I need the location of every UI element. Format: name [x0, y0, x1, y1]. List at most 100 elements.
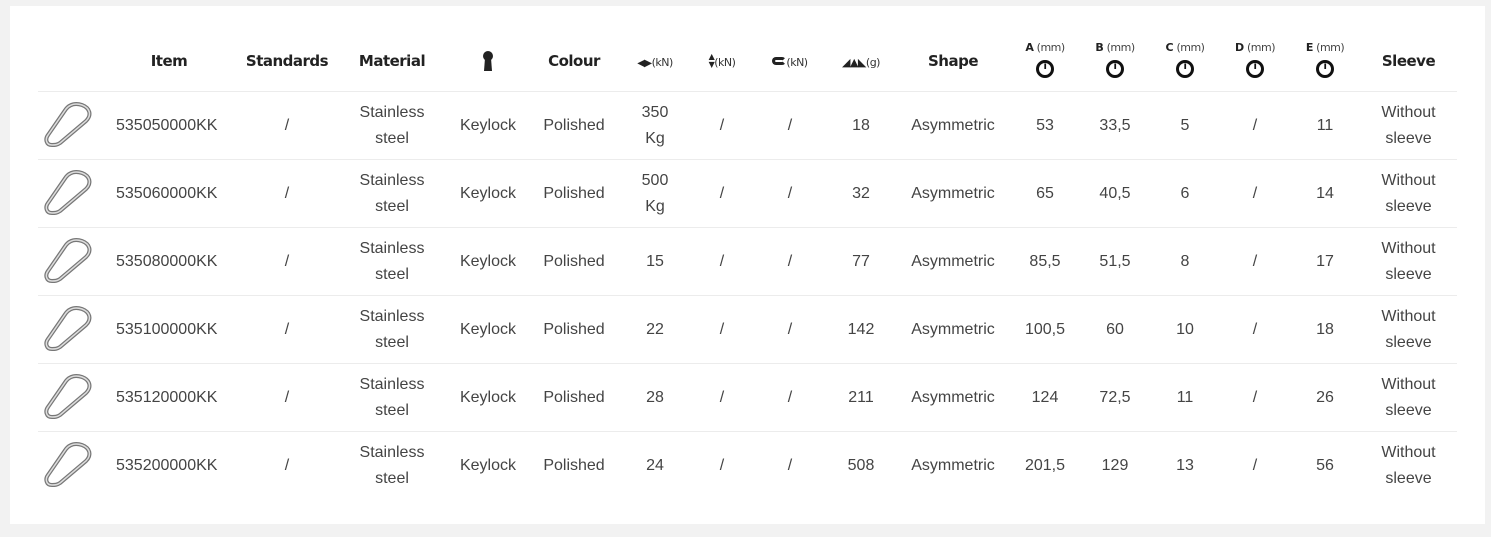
product-image[interactable]	[38, 159, 100, 228]
a-cell: 85,5	[1010, 227, 1080, 296]
e-cell: 26	[1290, 363, 1360, 432]
keyhole-icon	[483, 50, 493, 71]
header-standards: Standards	[245, 51, 329, 70]
material-cell: Stainless steel	[336, 227, 448, 296]
minor-axis-cell: /	[690, 159, 754, 228]
standards-cell: /	[238, 227, 336, 296]
gate-open-cell: /	[754, 227, 826, 296]
product-image[interactable]	[38, 431, 100, 499]
gate-open-cell: /	[754, 295, 826, 364]
header-colour: Colour	[548, 51, 600, 70]
header-shape: Shape	[927, 51, 979, 70]
shape-cell: Asymmetric	[896, 363, 1010, 432]
header-material: Material	[358, 51, 426, 70]
gate-open-cell: /	[754, 431, 826, 499]
header-row: Item Standards Material Colour ◀▶(kN) ▲ ▼…	[38, 30, 1457, 92]
material-cell: Stainless steel	[336, 431, 448, 499]
carabiner-icon	[44, 237, 92, 283]
shape-cell: Asymmetric	[896, 91, 1010, 160]
item-code[interactable]: 535080000KK	[100, 227, 238, 296]
lock-cell: Keylock	[448, 295, 528, 364]
item-code[interactable]: 535200000KK	[100, 431, 238, 499]
table-row[interactable]: 535080000KK / Stainless steel Keylock Po…	[38, 227, 1457, 296]
a-cell: 53	[1010, 91, 1080, 160]
b-cell: 51,5	[1080, 227, 1150, 296]
product-image[interactable]	[38, 295, 100, 364]
c-cell: 13	[1150, 431, 1220, 499]
sleeve-cell: Without sleeve	[1360, 431, 1457, 499]
colour-cell: Polished	[528, 431, 620, 499]
item-code[interactable]: 535120000KK	[100, 363, 238, 432]
header-c: C (mm)	[1150, 30, 1220, 92]
product-image[interactable]	[38, 227, 100, 296]
header-major-axis: ◀▶(kN)	[637, 55, 673, 69]
item-code[interactable]: 535050000KK	[100, 91, 238, 160]
d-cell: /	[1220, 363, 1290, 432]
d-cell: /	[1220, 431, 1290, 499]
product-table: Item Standards Material Colour ◀▶(kN) ▲ ▼…	[38, 30, 1457, 499]
minor-axis-cell: /	[690, 227, 754, 296]
a-cell: 201,5	[1010, 431, 1080, 499]
d-cell: /	[1220, 159, 1290, 228]
table-row[interactable]: 535120000KK / Stainless steel Keylock Po…	[38, 363, 1457, 432]
c-cell: 10	[1150, 295, 1220, 364]
info-icon[interactable]	[1316, 59, 1334, 78]
lock-cell: Keylock	[448, 159, 528, 228]
item-code[interactable]: 535060000KK	[100, 159, 238, 228]
a-cell: 65	[1010, 159, 1080, 228]
table-row[interactable]: 535050000KK / Stainless steel Keylock Po…	[38, 91, 1457, 160]
standards-cell: /	[238, 159, 336, 228]
major-axis-arrows-icon: ◀▶	[637, 57, 652, 69]
table-row[interactable]: 535060000KK / Stainless steel Keylock Po…	[38, 159, 1457, 228]
table-row[interactable]: 535100000KK / Stainless steel Keylock Po…	[38, 295, 1457, 364]
c-cell: 8	[1150, 227, 1220, 296]
info-icon[interactable]	[1246, 59, 1264, 78]
shape-cell: Asymmetric	[896, 159, 1010, 228]
major-axis-cell: 15	[620, 227, 690, 296]
header-gate-open: (kN)	[754, 30, 826, 92]
product-image[interactable]	[38, 363, 100, 432]
c-cell: 5	[1150, 91, 1220, 160]
c-cell: 11	[1150, 363, 1220, 432]
colour-cell: Polished	[528, 91, 620, 160]
sleeve-cell: Without sleeve	[1360, 227, 1457, 296]
product-table-card: Item Standards Material Colour ◀▶(kN) ▲ ▼…	[10, 6, 1485, 524]
a-cell: 124	[1010, 363, 1080, 432]
info-icon[interactable]	[1106, 59, 1124, 78]
d-cell: /	[1220, 295, 1290, 364]
major-axis-cell: 22	[620, 295, 690, 364]
info-icon[interactable]	[1036, 59, 1054, 78]
standards-cell: /	[238, 431, 336, 499]
major-axis-cell: 24	[620, 431, 690, 499]
item-code[interactable]: 535100000KK	[100, 295, 238, 364]
b-cell: 129	[1080, 431, 1150, 499]
info-icon[interactable]	[1176, 59, 1194, 78]
table-row[interactable]: 535200000KK / Stainless steel Keylock Po…	[38, 431, 1457, 499]
standards-cell: /	[238, 91, 336, 160]
sleeve-cell: Without sleeve	[1360, 159, 1457, 228]
weight-cell: 18	[826, 91, 896, 160]
header-lock	[448, 30, 528, 92]
colour-cell: Polished	[528, 227, 620, 296]
colour-cell: Polished	[528, 295, 620, 364]
minor-axis-cell: /	[690, 431, 754, 499]
major-axis-cell: 500 Kg	[620, 159, 690, 228]
shape-cell: Asymmetric	[896, 431, 1010, 499]
header-item: Item	[150, 51, 188, 70]
minor-axis-cell: /	[690, 295, 754, 364]
minor-axis-cell: /	[690, 91, 754, 160]
material-cell: Stainless steel	[336, 363, 448, 432]
b-cell: 72,5	[1080, 363, 1150, 432]
d-cell: /	[1220, 227, 1290, 296]
header-d: D (mm)	[1220, 30, 1290, 92]
material-cell: Stainless steel	[336, 91, 448, 160]
carabiner-icon	[44, 441, 92, 487]
header-e: E (mm)	[1290, 30, 1360, 92]
e-cell: 56	[1290, 431, 1360, 499]
header-b: B (mm)	[1080, 30, 1150, 92]
minor-axis-cell: /	[690, 363, 754, 432]
sleeve-cell: Without sleeve	[1360, 295, 1457, 364]
standards-cell: /	[238, 363, 336, 432]
product-image[interactable]	[38, 91, 100, 160]
header-minor-axis: ▲ ▼(kN)	[708, 52, 736, 69]
